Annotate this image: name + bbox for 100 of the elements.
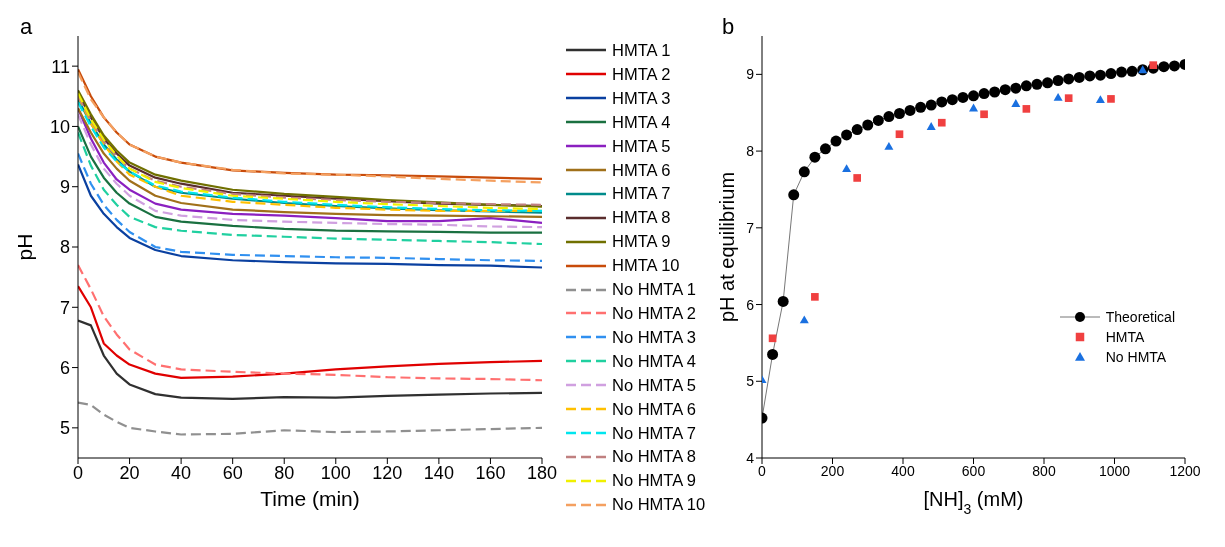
- point: [989, 86, 1001, 98]
- point: [1042, 77, 1054, 89]
- point: [1084, 70, 1096, 82]
- legend-label: No HMTA 9: [612, 470, 697, 492]
- x-tick-label: 20: [119, 462, 140, 483]
- point: [841, 129, 853, 141]
- x-tick-label: 180: [526, 462, 558, 483]
- point: [926, 122, 936, 130]
- point: [1095, 95, 1105, 104]
- point: [1107, 95, 1115, 103]
- legend-label: HMTA 7: [612, 183, 671, 205]
- point: [811, 293, 819, 301]
- point: [895, 130, 904, 139]
- legend-label: HMTA 5: [612, 135, 671, 157]
- legend-label: HMTA 9: [612, 231, 671, 253]
- point: [936, 96, 948, 108]
- chart-title: b: [722, 14, 735, 40]
- legend-label: No HMTA 3: [612, 326, 697, 348]
- point: [883, 111, 895, 123]
- point: [1168, 60, 1180, 72]
- legend-label: HMTA 3: [612, 87, 671, 109]
- y-tick-label: 5: [746, 373, 755, 390]
- point: [1105, 68, 1117, 80]
- y-axis-title: pH: [13, 233, 36, 261]
- y-tick-label: 7: [59, 297, 70, 318]
- line-series: [78, 285, 542, 379]
- point: [767, 348, 779, 360]
- x-tick-label: 0: [72, 462, 84, 483]
- point: [915, 101, 927, 113]
- x-tick-label: 40: [171, 462, 192, 483]
- point: [872, 114, 884, 126]
- point: [946, 94, 958, 106]
- line-series: [78, 152, 542, 262]
- x-tick-label: 80: [274, 462, 295, 483]
- y-tick-label: 10: [49, 116, 70, 137]
- point: [1053, 92, 1063, 101]
- legend-label: HMTA 4: [612, 111, 671, 133]
- point: [768, 334, 777, 343]
- x-tick-label: 0: [758, 462, 767, 479]
- legend-label: HMTA: [1105, 328, 1145, 346]
- legend-label: Theoretical: [1105, 308, 1175, 326]
- x-tick-label: 160: [475, 462, 506, 483]
- point: [1094, 69, 1106, 81]
- point: [937, 118, 946, 127]
- legend-label: No HMTA 6: [612, 398, 697, 420]
- x-axis-title: [NH]$_{3}$ (mM): [923, 488, 1024, 517]
- point: [809, 151, 821, 163]
- point: [1063, 73, 1075, 85]
- legend-label: HMTA 6: [612, 159, 671, 181]
- y-tick-label: 11: [51, 56, 70, 77]
- point: [893, 108, 905, 119]
- line-series: [78, 163, 542, 269]
- point: [1022, 105, 1031, 113]
- legend-label: HMTA 8: [612, 207, 671, 229]
- legend-label: No HMTA 10: [612, 494, 706, 516]
- y-tick-label: 5: [59, 418, 70, 439]
- point: [968, 90, 979, 102]
- point: [957, 91, 969, 103]
- x-axis-title: Time (min): [260, 487, 360, 510]
- y-tick-label: 6: [59, 357, 70, 378]
- point: [819, 143, 831, 155]
- point: [1158, 61, 1170, 73]
- y-tick-label: 7: [746, 219, 755, 236]
- point: [999, 84, 1011, 96]
- line-series: [78, 263, 542, 382]
- x-tick-label: 140: [423, 462, 454, 483]
- y-tick-label: 9: [59, 177, 70, 198]
- legend-label: HMTA 10: [612, 255, 680, 277]
- y-tick-label: 6: [746, 296, 755, 313]
- legend-label: No HMTA 4: [612, 350, 697, 372]
- point: [1031, 78, 1043, 90]
- point: [1116, 66, 1128, 78]
- point: [1064, 94, 1073, 102]
- x-tick-label: 100: [320, 462, 351, 483]
- legend-label: No HMTA 5: [612, 374, 697, 396]
- point: [830, 135, 842, 147]
- legend-label: HMTA 1: [612, 40, 671, 61]
- legend-label: No HMTA 1: [612, 279, 697, 300]
- y-tick-label: 8: [746, 143, 755, 160]
- point: [1011, 99, 1021, 107]
- point: [980, 110, 988, 119]
- point: [884, 141, 894, 150]
- x-tick-label: 1200: [1169, 462, 1201, 479]
- y-tick-label: 8: [59, 237, 70, 258]
- point: [788, 189, 800, 201]
- chart-title: a: [20, 14, 33, 40]
- point: [925, 99, 937, 111]
- point: [798, 166, 810, 178]
- point: [1020, 80, 1032, 92]
- x-tick-label: 60: [222, 462, 243, 483]
- point: [1149, 61, 1158, 69]
- y-tick-label: 4: [746, 449, 755, 466]
- point: [853, 174, 861, 182]
- legend-label: No HMTA 2: [612, 302, 697, 324]
- point: [1073, 71, 1085, 83]
- point: [1010, 82, 1022, 94]
- x-tick-label: 400: [891, 462, 915, 479]
- point: [1126, 65, 1138, 77]
- x-tick-label: 1000: [1098, 462, 1131, 479]
- legend-label: No HMTA 7: [612, 422, 697, 444]
